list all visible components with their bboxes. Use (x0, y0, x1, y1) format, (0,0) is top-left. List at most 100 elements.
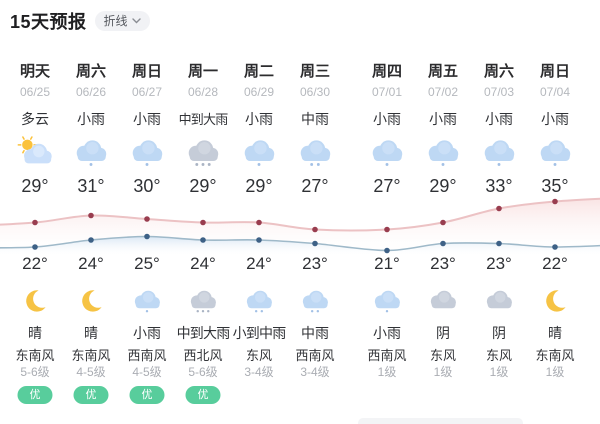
wind-direction: 东风 (245, 348, 272, 363)
card-edge (358, 418, 523, 424)
night-weather-label: 中雨 (301, 325, 329, 341)
moderate-rain-icon (231, 284, 287, 318)
day-weather-label: 小雨 (245, 111, 273, 127)
low-temp: 23° (430, 254, 456, 273)
clear-moon-icon (63, 284, 119, 318)
day-date: 07/03 (483, 85, 515, 99)
clear-moon-icon (7, 284, 63, 318)
high-temp: 31° (77, 176, 105, 196)
day-date: 07/01 (371, 85, 403, 99)
wind-direction: 东南风 (15, 348, 55, 363)
wind-level: 1级 (489, 365, 509, 379)
high-temp: 35° (541, 176, 569, 196)
day-name: 周一 (187, 63, 218, 80)
high-temp: 29° (189, 176, 217, 196)
wind-direction: 西北风 (183, 348, 223, 363)
low-temp: 24° (190, 254, 216, 273)
moderate-rain-icon (287, 284, 343, 318)
low-temp: 24° (246, 254, 272, 273)
moderate-rain-icon (287, 132, 343, 172)
day-name: 周五 (427, 63, 458, 80)
day-weather-label: 中到大雨 (178, 112, 229, 127)
partly-cloudy-icon (7, 132, 63, 172)
day-name: 周二 (243, 63, 274, 80)
night-weather-label: 晴 (28, 325, 42, 341)
high-temp: 27° (301, 176, 329, 196)
day-name: 周三 (299, 63, 330, 80)
chart-style-toggle[interactable]: 折线 (94, 11, 150, 31)
wind-direction: 东风 (429, 348, 456, 363)
wind-level: 1级 (433, 365, 453, 379)
chart-style-label: 折线 (103, 14, 128, 28)
day-name: 周日 (539, 63, 570, 80)
night-weather-label: 阴 (492, 325, 506, 341)
overcast-icon (471, 284, 527, 318)
aqi-badge: 优 (129, 386, 165, 405)
low-temp: 22° (22, 254, 48, 273)
day-weather-label: 小雨 (77, 111, 105, 127)
day-date: 06/29 (243, 85, 275, 99)
wind-level: 3-4级 (300, 365, 330, 379)
day-weather-label: 小雨 (373, 111, 401, 127)
wind-level: 4-5级 (132, 365, 162, 379)
wind-direction: 东风 (485, 348, 512, 363)
day-weather-label: 中雨 (301, 111, 329, 127)
day-name: 周日 (131, 63, 162, 80)
day-name: 周四 (371, 63, 402, 80)
wind-direction: 西南风 (367, 348, 407, 363)
day-date: 06/27 (131, 85, 163, 99)
wind-level: 1级 (545, 365, 565, 379)
low-temp: 21° (374, 254, 400, 273)
high-temp: 30° (133, 176, 161, 196)
aqi-badge: 优 (73, 386, 109, 405)
night-weather-label: 晴 (548, 325, 562, 341)
heavy-rain-icon (175, 132, 231, 172)
wind-direction: 西南风 (295, 348, 335, 363)
day-column[interactable]: 周日 07/04 小雨 35° 22° 晴东南风 1级 (527, 60, 583, 408)
forecast-header: 15天预报 折线 (10, 8, 150, 34)
day-date: 06/30 (299, 85, 331, 99)
low-temp: 25° (134, 254, 160, 273)
day-column[interactable]: 周日 06/27 小雨 30° 25° 小雨 西南风 4-5级优 (119, 60, 175, 408)
low-temp: 23° (302, 254, 328, 273)
wind-level: 5-6级 (188, 365, 218, 379)
day-column[interactable]: 周四 07/01 小雨 27° 21° 小雨 西南风 1级 (359, 60, 415, 408)
day-column[interactable]: 周一 06/28 中到大雨 29° 24° 中到大雨西北风 5-6级优 (175, 60, 231, 408)
day-column[interactable]: 周三 06/30 中雨 27° 23° 中雨西南风 3-4级 (287, 60, 343, 408)
light-rain-icon (415, 132, 471, 172)
day-weather-label: 小雨 (541, 111, 569, 127)
day-weather-label: 小雨 (429, 111, 457, 127)
day-column[interactable]: 周六 06/26 小雨 31° 24° 晴东南风 4-5级优 (63, 60, 119, 408)
day-date: 06/26 (75, 85, 107, 99)
day-date: 07/02 (427, 85, 459, 99)
low-temp: 22° (542, 254, 568, 273)
day-column[interactable]: 周六 07/03 小雨 33° 23° 阴东风 1级 (471, 60, 527, 408)
night-weather-label: 阴 (436, 325, 450, 341)
day-date: 07/04 (539, 85, 571, 99)
day-weather-label: 多云 (21, 111, 49, 127)
high-temp: 33° (485, 176, 513, 196)
aqi-badge: 优 (185, 386, 221, 405)
light-rain-icon (527, 132, 583, 172)
night-weather-label: 小雨 (133, 325, 161, 341)
day-column[interactable]: 明天 06/25 多云 29° 22° 晴东南风 5-6级优 (7, 60, 63, 408)
day-column[interactable]: 周五 07/02 小雨 29° 23° 阴东风 1级 (415, 60, 471, 408)
low-temp: 24° (78, 254, 104, 273)
wind-level: 4-5级 (76, 365, 106, 379)
wind-direction: 东南风 (535, 348, 575, 363)
day-name: 周六 (483, 63, 514, 80)
night-weather-label: 中到大雨 (176, 325, 231, 341)
high-temp: 29° (21, 176, 49, 196)
aqi-badge: 优 (17, 386, 53, 405)
night-weather-label: 小到中雨 (232, 325, 287, 341)
day-weather-label: 小雨 (485, 111, 513, 127)
wind-level: 1级 (377, 365, 397, 379)
day-column[interactable]: 周二 06/29 小雨 29° 24° 小到中雨 东风 3-4级 (231, 60, 287, 408)
day-name: 明天 (19, 63, 50, 80)
wind-direction: 东南风 (71, 348, 111, 363)
overcast-icon (415, 284, 471, 318)
day-date: 06/28 (187, 85, 219, 99)
high-temp: 27° (373, 176, 401, 196)
low-temp: 23° (486, 254, 512, 273)
light-rain-icon (231, 132, 287, 172)
